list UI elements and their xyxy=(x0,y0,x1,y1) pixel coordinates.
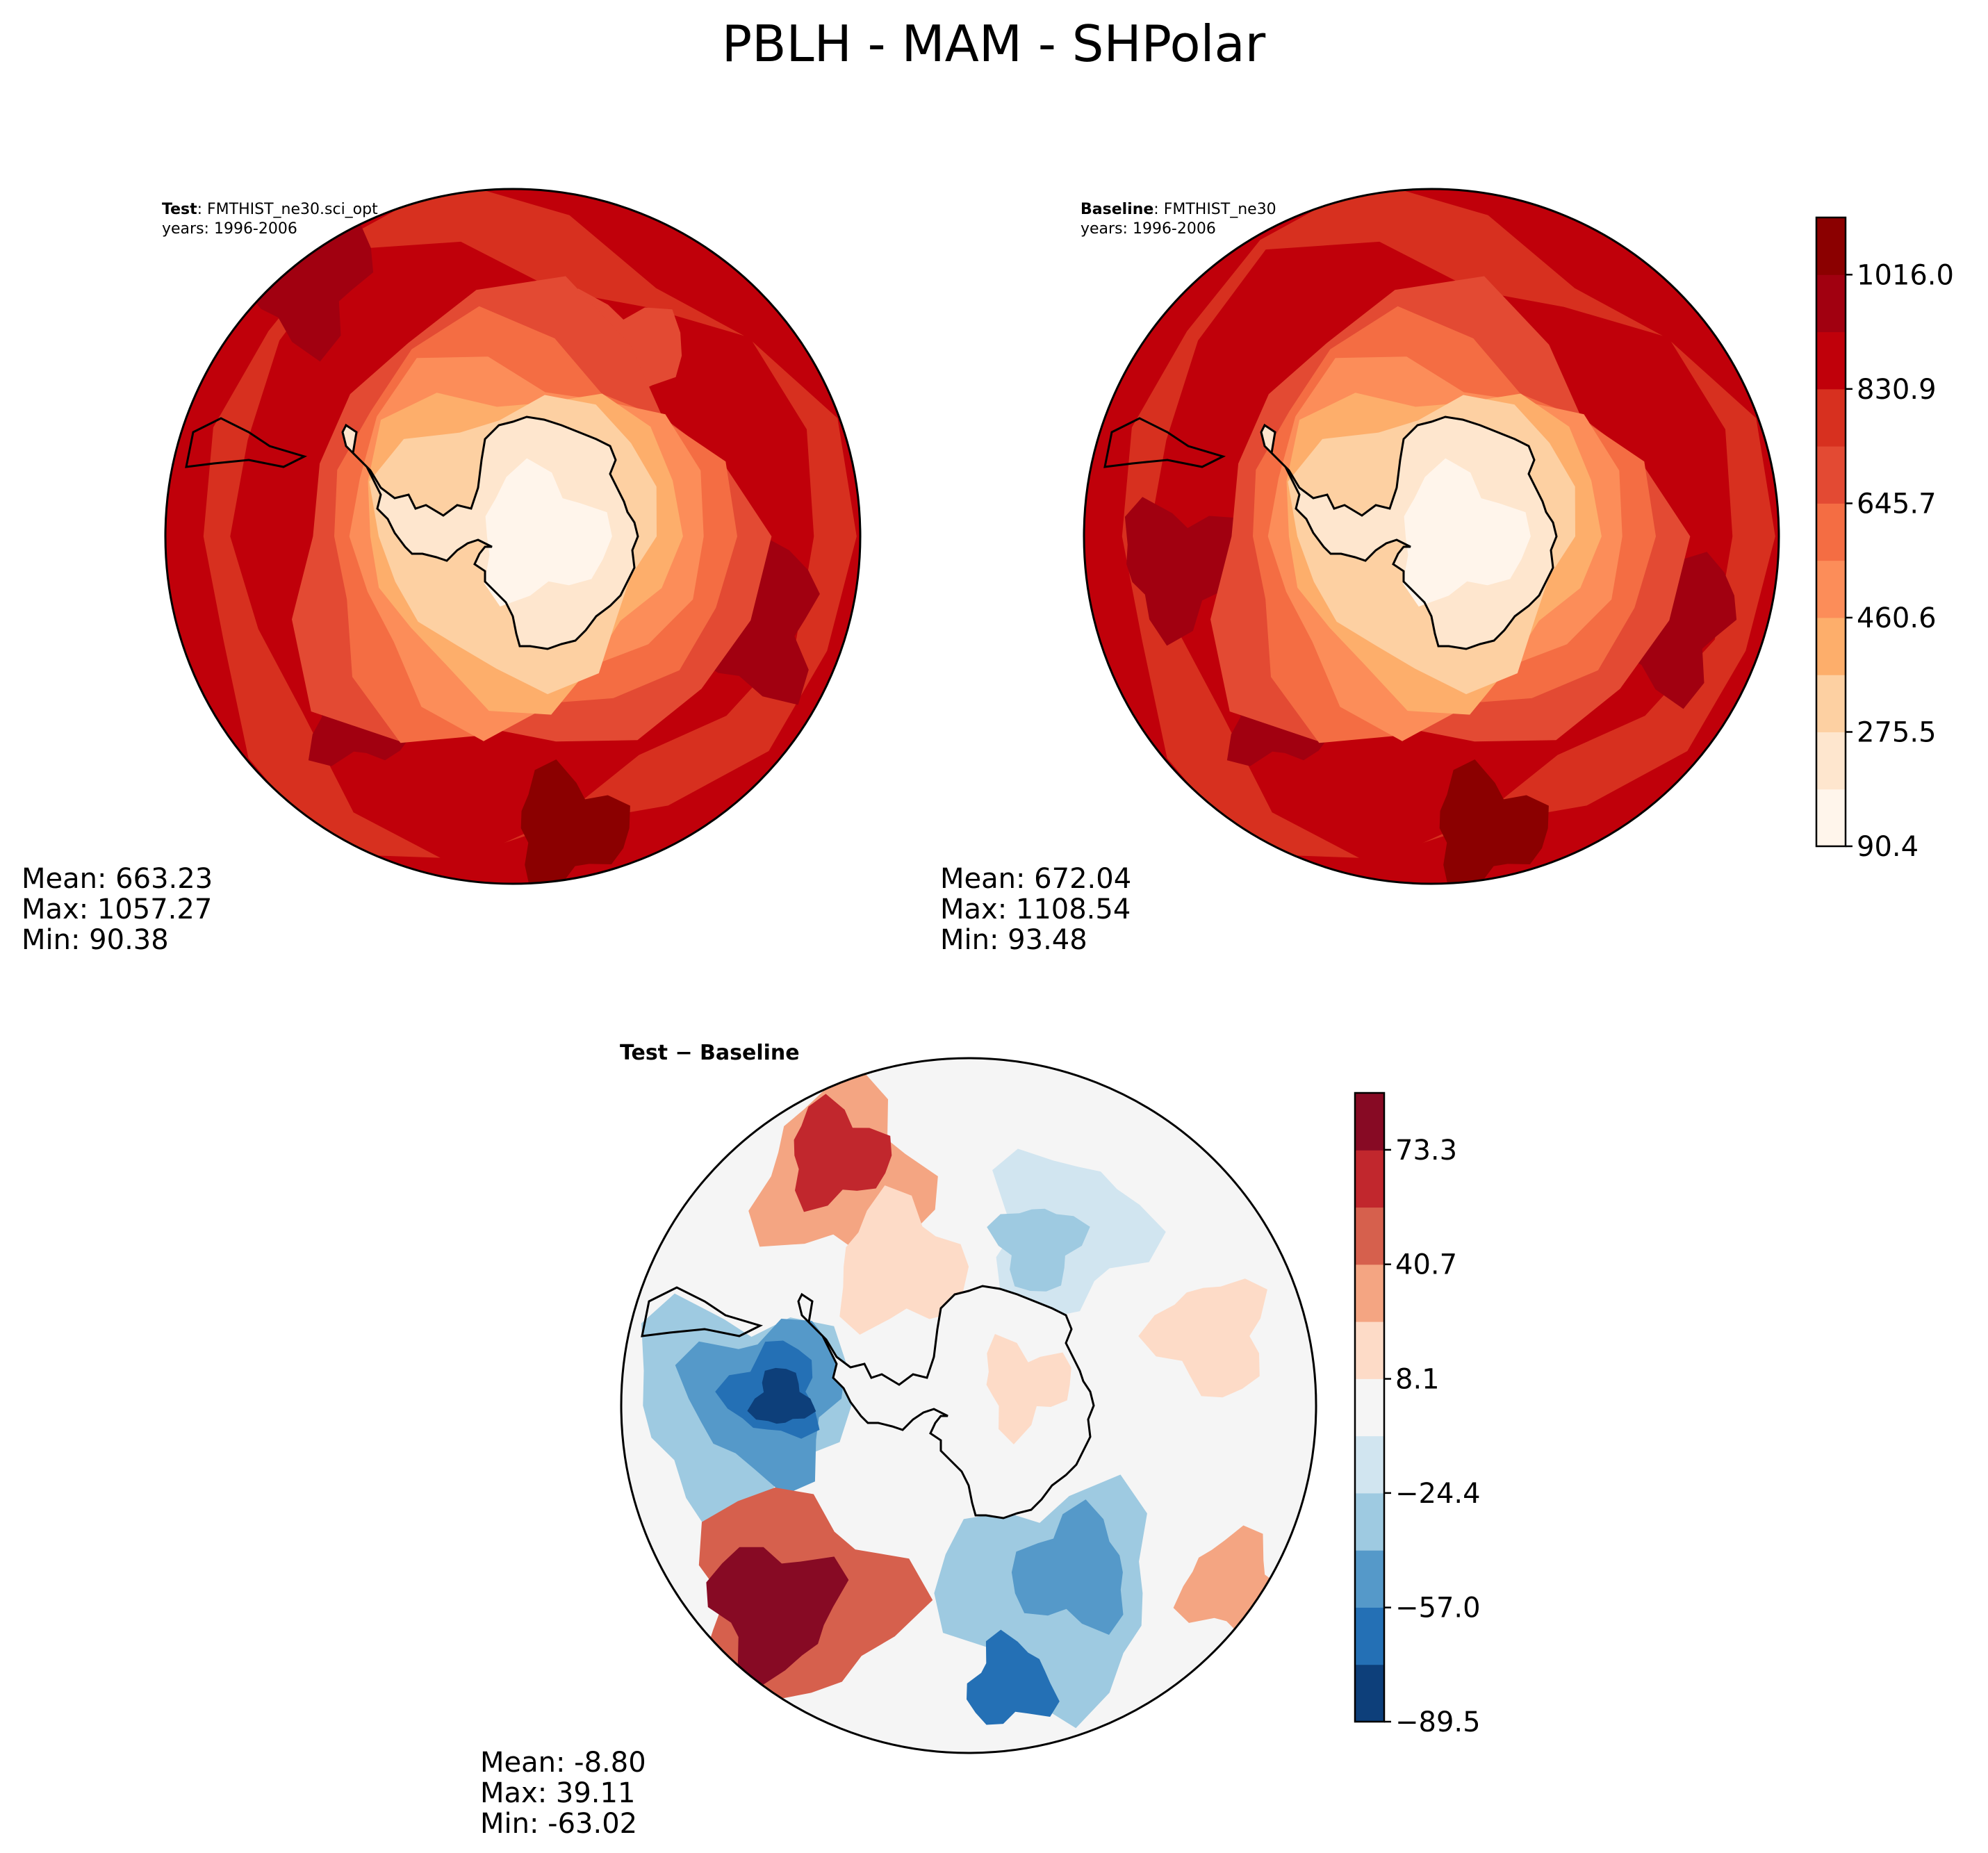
baseline-label-case: : FMTHIST_ne30 xyxy=(1153,201,1276,218)
cbar-diff-swatch-0 xyxy=(1355,1664,1384,1722)
cbar-top-swatch-8 xyxy=(1816,331,1846,390)
diff-south-america-coast xyxy=(641,1286,764,1337)
cbar-diff-swatch-2 xyxy=(1355,1550,1384,1608)
colorbar-difference: −89.5 −57.0 −24.4 8.1 40.7 73.3 xyxy=(1354,1092,1481,1738)
cbar-diff-tick-label-0: −89.5 xyxy=(1395,1706,1481,1738)
difference-contour-field xyxy=(621,1058,1316,1753)
baseline-max: Max: 1108.54 xyxy=(940,893,1131,925)
cbar-diff-swatch-6 xyxy=(1355,1321,1384,1379)
baseline-plateau xyxy=(1403,458,1531,607)
cbar-diff-tick-label-5: 73.3 xyxy=(1395,1135,1457,1167)
test-blob-1 xyxy=(520,759,630,884)
test-mean: Mean: 663.23 xyxy=(22,863,213,895)
test-label-bold: Test xyxy=(162,201,197,218)
cbar-top-swatch-7 xyxy=(1816,388,1846,447)
baseline-blob-1 xyxy=(1439,759,1549,884)
cbar-top-tick-label-3: 645.7 xyxy=(1857,488,1937,520)
diff-interior-patch xyxy=(986,1334,1071,1444)
test-coastline xyxy=(341,415,639,650)
difference-label: Test − Baseline xyxy=(620,1041,800,1065)
cbar-diff-swatch-8 xyxy=(1355,1207,1384,1265)
diff-blob-7 xyxy=(706,1547,849,1687)
baseline-min: Min: 93.48 xyxy=(940,924,1087,956)
test-contour-field xyxy=(165,189,860,884)
baseline-map-panel: Baseline: FMTHIST_ne30 years: 1996-2006 … xyxy=(940,188,1780,956)
cbar-top-tick-label-5: 1016.0 xyxy=(1857,259,1954,291)
cbar-top-tick-label-0: 90.4 xyxy=(1857,831,1919,863)
cbar-diff-swatch-9 xyxy=(1355,1150,1384,1208)
cbar-top-swatch-9 xyxy=(1816,274,1846,333)
cbar-diff-swatch-4 xyxy=(1355,1435,1384,1494)
cbar-diff-tick-label-3: 8.1 xyxy=(1395,1364,1440,1396)
cbar-top-swatch-1 xyxy=(1816,732,1846,790)
cbar-diff-frame xyxy=(1354,1092,1386,1723)
test-label-case: : FMTHIST_ne30.sci_opt xyxy=(197,201,378,218)
test-label: Test: FMTHIST_ne30.sci_opt xyxy=(162,201,378,218)
difference-map-boundary xyxy=(620,1057,1317,1754)
cbar-diff-swatch-10 xyxy=(1355,1093,1384,1151)
diff-blob-13 xyxy=(1138,1278,1267,1398)
baseline-coastline xyxy=(1260,415,1558,650)
test-max: Max: 1057.27 xyxy=(22,893,212,925)
cbar-top-swatch-0 xyxy=(1816,789,1846,847)
cbar-top-swatch-10 xyxy=(1816,217,1846,275)
diff-blob-1 xyxy=(794,1094,892,1212)
colorbar-top: 90.4 275.5 460.6 645.7 830.9 1016.0 xyxy=(1815,216,1954,863)
test-south-america-coast xyxy=(185,417,308,468)
cbar-diff-tick-label-1: −57.0 xyxy=(1395,1592,1481,1624)
cbar-top-swatch-6 xyxy=(1816,446,1846,504)
baseline-contour-field xyxy=(1084,189,1779,884)
diff-blob-15 xyxy=(839,1185,969,1335)
diff-interior xyxy=(798,1286,1094,1518)
cbar-top-swatch-2 xyxy=(1816,675,1846,732)
difference-mean: Mean: -8.80 xyxy=(480,1747,646,1779)
baseline-years: years: 1996-2006 xyxy=(1081,220,1216,238)
difference-max: Max: 39.11 xyxy=(480,1777,635,1809)
test-map-boundary xyxy=(164,188,862,885)
baseline-south-america-coast xyxy=(1103,417,1226,468)
figure-title: PBLH - MAM - SHPolar xyxy=(722,15,1266,73)
cbar-top-swatch-3 xyxy=(1816,617,1846,675)
diff-coastline xyxy=(797,1285,1095,1520)
test-min: Min: 90.38 xyxy=(22,924,169,956)
diff-blob-9 xyxy=(1011,1499,1124,1635)
cbar-diff-tick-label-2: −24.4 xyxy=(1395,1478,1481,1510)
baseline-label: Baseline: FMTHIST_ne30 xyxy=(1081,201,1276,218)
baseline-label-bold: Baseline xyxy=(1081,201,1153,218)
test-plateau xyxy=(484,458,612,607)
diff-blob-12 xyxy=(987,1208,1090,1292)
test-map-panel: Test: FMTHIST_ne30.sci_opt years: 1996-2… xyxy=(22,188,862,956)
cbar-diff-swatch-5 xyxy=(1355,1378,1384,1437)
baseline-blob-2 xyxy=(1124,497,1247,646)
diff-blob-5 xyxy=(747,1367,816,1424)
cbar-top-swatch-5 xyxy=(1816,503,1846,561)
difference-min: Min: -63.02 xyxy=(480,1808,637,1840)
test-years: years: 1996-2006 xyxy=(162,220,297,238)
cbar-top-tick-label-4: 830.9 xyxy=(1857,374,1937,406)
cbar-top-tick-label-1: 275.5 xyxy=(1857,716,1937,748)
baseline-map-boundary xyxy=(1083,188,1780,885)
cbar-top-swatch-4 xyxy=(1816,560,1846,618)
difference-map-panel: Test − Baseline Mean: -8.80 Max: 39.11 M… xyxy=(480,1041,1317,1840)
diff-blob-10 xyxy=(967,1629,1060,1725)
cbar-top-frame xyxy=(1815,216,1847,848)
baseline-mean: Mean: 672.04 xyxy=(940,863,1131,895)
cbar-diff-swatch-3 xyxy=(1355,1492,1384,1551)
cbar-diff-tick-label-4: 40.7 xyxy=(1395,1249,1457,1281)
cbar-diff-swatch-7 xyxy=(1355,1264,1384,1322)
cbar-diff-swatch-1 xyxy=(1355,1607,1384,1665)
cbar-top-tick-label-2: 460.6 xyxy=(1857,602,1937,634)
